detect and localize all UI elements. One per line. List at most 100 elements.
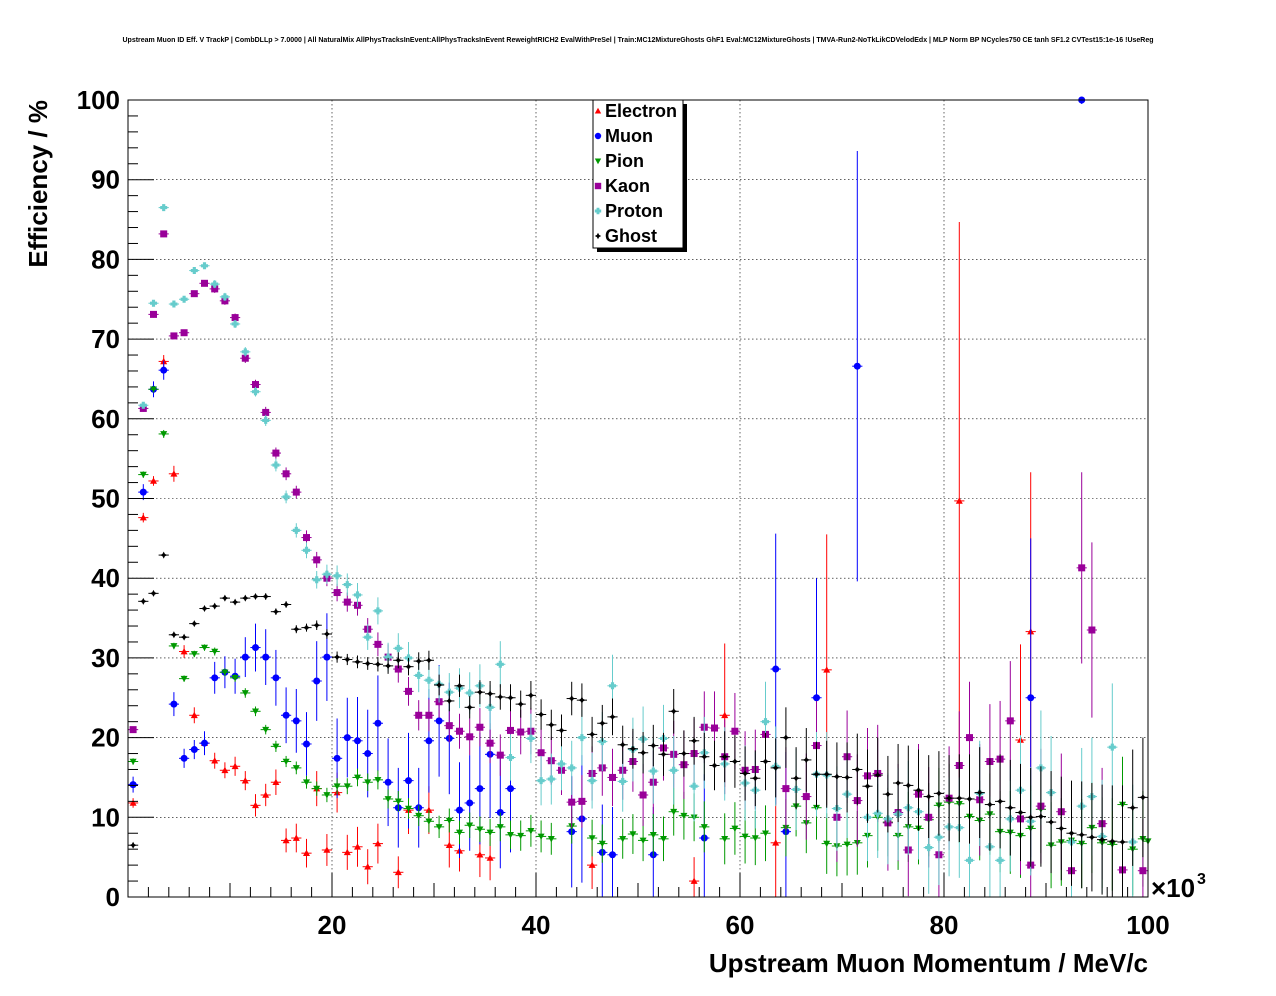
data-point bbox=[445, 722, 453, 730]
data-point bbox=[252, 801, 259, 809]
data-point bbox=[425, 818, 433, 825]
data-point bbox=[935, 789, 943, 797]
data-point bbox=[445, 841, 453, 848]
data-point bbox=[445, 697, 453, 705]
data-point bbox=[282, 601, 290, 609]
data-point bbox=[425, 656, 433, 664]
data-point bbox=[823, 840, 831, 848]
data-point bbox=[374, 719, 382, 727]
data-point bbox=[711, 724, 718, 732]
data-point bbox=[425, 676, 433, 684]
data-point bbox=[415, 711, 423, 719]
data-point bbox=[935, 833, 943, 841]
data-point bbox=[139, 488, 147, 496]
data-point bbox=[292, 526, 300, 534]
data-point bbox=[241, 354, 249, 362]
data-point bbox=[221, 594, 229, 602]
data-point bbox=[1068, 829, 1075, 837]
data-point bbox=[537, 777, 545, 785]
data-point bbox=[925, 793, 933, 801]
data-point bbox=[343, 848, 351, 856]
data-point bbox=[323, 570, 331, 578]
data-point bbox=[343, 655, 351, 663]
axes: 20 40 60 80 100 0 10 20 30 40 50 60 70 80 90 100 bbox=[77, 85, 1170, 940]
data-point bbox=[333, 572, 341, 580]
data-point bbox=[1017, 809, 1024, 817]
data-point bbox=[792, 774, 800, 782]
data-point bbox=[721, 836, 729, 843]
data-point bbox=[486, 690, 494, 698]
data-point bbox=[282, 493, 290, 501]
data-point bbox=[843, 841, 851, 848]
data-point bbox=[303, 534, 310, 542]
data-point bbox=[323, 653, 331, 661]
data-point bbox=[160, 431, 168, 438]
data-point bbox=[915, 786, 922, 794]
data-point bbox=[711, 761, 718, 769]
data-point bbox=[241, 653, 249, 661]
data-point bbox=[843, 773, 851, 781]
data-point bbox=[262, 408, 270, 416]
legend-entry-electron: Electron bbox=[594, 101, 677, 121]
data-point bbox=[466, 799, 474, 807]
data-point bbox=[323, 792, 331, 799]
data-point bbox=[874, 771, 882, 779]
data-point bbox=[160, 366, 168, 374]
data-point bbox=[252, 381, 259, 389]
data-point bbox=[864, 782, 871, 790]
data-point bbox=[190, 267, 198, 275]
x-axis-label: Upstream Muon Momentum / MeV/c bbox=[709, 948, 1148, 978]
data-point bbox=[190, 711, 198, 719]
series-kaon bbox=[128, 230, 1148, 897]
data-point bbox=[598, 840, 606, 848]
data-point bbox=[201, 604, 208, 612]
data-point bbox=[282, 470, 290, 478]
data-point bbox=[700, 753, 708, 761]
data-point bbox=[180, 633, 188, 641]
y-tick-label: 20 bbox=[91, 723, 120, 753]
data-point bbox=[384, 662, 392, 670]
data-point bbox=[394, 798, 402, 805]
data-point bbox=[150, 386, 157, 393]
data-point bbox=[496, 693, 504, 701]
data-point bbox=[384, 796, 392, 803]
data-point bbox=[354, 843, 361, 850]
data-point bbox=[292, 765, 300, 772]
data-point bbox=[139, 514, 147, 521]
data-point bbox=[139, 401, 147, 409]
data-point bbox=[578, 734, 586, 742]
data-point bbox=[721, 753, 729, 761]
data-point bbox=[955, 794, 963, 802]
data-point bbox=[150, 310, 157, 318]
data-point bbox=[231, 320, 239, 328]
data-point bbox=[374, 840, 382, 847]
data-point bbox=[1108, 837, 1116, 845]
x-tick-label: 100 bbox=[1126, 910, 1169, 940]
data-point bbox=[904, 781, 912, 789]
data-point bbox=[762, 718, 769, 726]
data-point bbox=[751, 774, 759, 782]
data-point bbox=[639, 837, 647, 844]
data-point bbox=[415, 657, 423, 665]
data-point bbox=[221, 766, 229, 774]
data-point bbox=[292, 488, 300, 496]
data-point bbox=[180, 648, 188, 655]
data-point bbox=[272, 674, 280, 682]
data-point bbox=[354, 591, 361, 599]
data-point bbox=[272, 608, 280, 616]
data-point bbox=[1098, 836, 1106, 844]
data-point bbox=[262, 416, 270, 424]
data-point bbox=[629, 745, 637, 753]
data-point bbox=[129, 758, 137, 766]
data-point bbox=[884, 790, 892, 798]
data-point bbox=[476, 688, 484, 696]
data-point bbox=[201, 644, 208, 652]
data-point bbox=[813, 694, 820, 702]
data-point bbox=[241, 594, 249, 602]
data-point bbox=[1057, 824, 1065, 832]
data-point bbox=[354, 737, 361, 745]
data-point bbox=[507, 726, 514, 734]
data-point bbox=[619, 741, 627, 749]
data-point bbox=[568, 764, 576, 772]
data-point bbox=[721, 711, 729, 719]
